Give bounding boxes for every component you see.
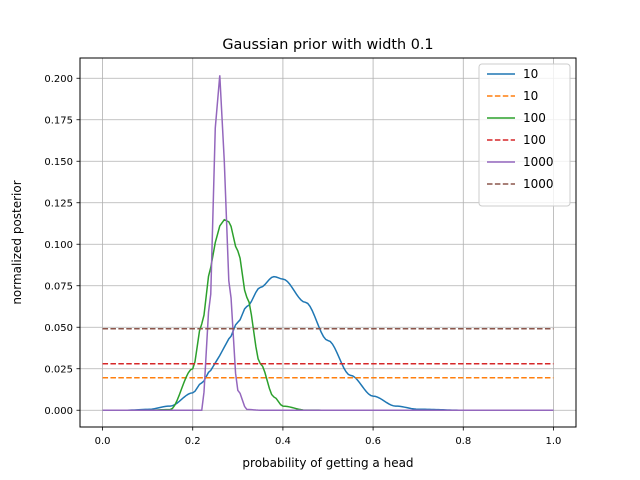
series-lines: [102, 75, 554, 411]
y-tick-label: 0.075: [44, 281, 73, 292]
y-tick-label: 0.200: [44, 74, 73, 85]
y-tick-label: 0.100: [44, 240, 73, 251]
y-tick-label: 0.175: [44, 115, 73, 126]
x-axis-label: probability of getting a head: [242, 456, 413, 470]
x-tick-label: 0.4: [275, 436, 291, 447]
y-tick-label: 0.125: [44, 198, 73, 209]
chart-title: Gaussian prior with width 0.1: [222, 37, 433, 53]
legend-box: [478, 63, 571, 207]
y-tick-label: 0.025: [44, 364, 73, 375]
x-tick-label: 0.2: [185, 436, 201, 447]
series-line-4-solid: [102, 75, 554, 411]
legend-label: 1000: [523, 177, 554, 191]
y-tick-label: 0.000: [44, 406, 73, 417]
series-line-0-solid: [102, 275, 554, 411]
y-tick-label: 0.050: [44, 323, 73, 334]
legend: 10 10 100 100 1000 1000: [478, 63, 571, 207]
legend-label: 100: [523, 111, 546, 125]
series-line-2-solid: [102, 218, 554, 411]
legend-label: 10: [523, 89, 538, 103]
legend-label: 100: [523, 133, 546, 147]
x-tick-label: 0.6: [365, 436, 381, 447]
x-tick-label: 0.8: [455, 436, 471, 447]
y-axis-label: normalized posterior: [10, 180, 24, 304]
legend-label: 10: [523, 67, 538, 81]
x-tick-label: 0.0: [95, 436, 111, 447]
y-tick-label: 0.150: [44, 157, 73, 168]
x-tick-label: 1.0: [546, 436, 562, 447]
x-axis-ticks: 0.0 0.2 0.4 0.6 0.8 1.0: [95, 427, 562, 447]
legend-label: 1000: [523, 155, 554, 169]
axes-frame: [79, 57, 577, 428]
y-axis-ticks: 0.000 0.025 0.050 0.075 0.100 0.125 0.150 0.175…: [44, 74, 80, 417]
